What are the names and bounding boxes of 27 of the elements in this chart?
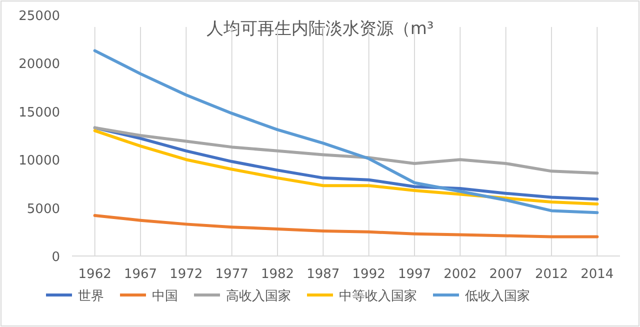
- x-tick-label: 2007: [489, 267, 522, 282]
- legend-label: 高收入国家: [226, 288, 291, 304]
- legend-label: 世界: [78, 289, 104, 304]
- x-tick-label: 2002: [444, 267, 477, 282]
- x-tick-label: 1987: [306, 267, 340, 282]
- x-tick-label: 1997: [398, 267, 432, 282]
- y-tick-label: 5000: [26, 202, 60, 217]
- line-series: [93, 214, 599, 238]
- x-tick-label: 1967: [124, 267, 158, 282]
- x-tick-label: 1962: [78, 267, 112, 282]
- legend-label: 低收入国家: [465, 288, 530, 304]
- chart-title: 人均可再生内陆淡水资源（m³: [206, 19, 434, 39]
- x-tick-label: 1992: [352, 267, 386, 282]
- x-tick-label: 2012: [534, 267, 568, 282]
- y-tick-label: 0: [52, 250, 60, 265]
- line-series: [93, 49, 599, 214]
- x-tick-label: 1972: [170, 267, 203, 282]
- y-tick-label: 15000: [18, 105, 60, 120]
- x-tick-label: 1982: [260, 267, 294, 282]
- legend-label: 中国: [152, 289, 178, 304]
- y-tick-label: 25000: [18, 9, 60, 24]
- y-tick-label: 10000: [18, 154, 60, 169]
- legend-label: 中等收入国家: [339, 288, 417, 304]
- x-tick-label: 2014: [580, 267, 614, 282]
- x-tick-label: 1977: [215, 267, 248, 282]
- y-tick-label: 20000: [18, 57, 60, 72]
- line-series: [93, 126, 599, 175]
